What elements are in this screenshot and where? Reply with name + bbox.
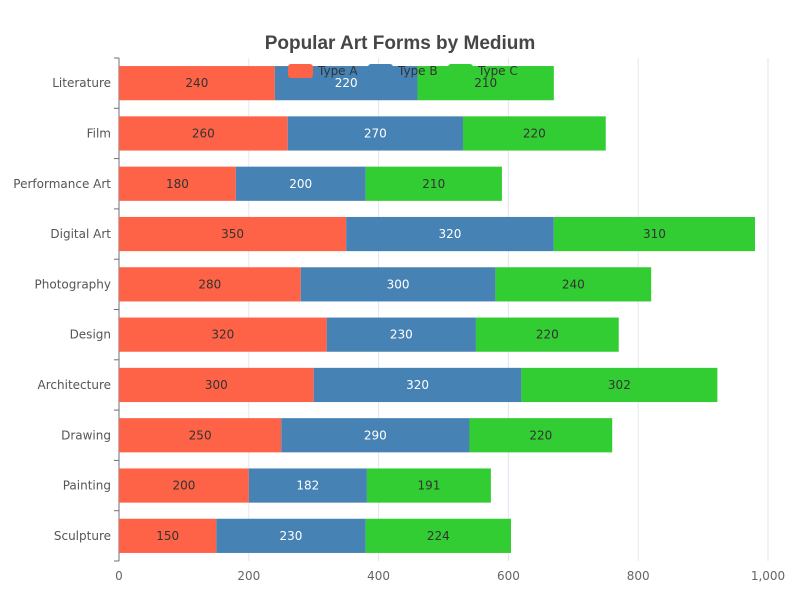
bar-value-label: 320 [211, 328, 234, 342]
bar-value-label: 210 [474, 76, 497, 90]
bar-value-label: 240 [185, 76, 208, 90]
bar-segment[interactable] [462, 116, 606, 151]
bar-value-label: 180 [166, 177, 189, 191]
x-tick-label: 0 [115, 569, 123, 583]
bar-value-label: 220 [536, 328, 559, 342]
bar-segment[interactable] [469, 418, 613, 453]
bar-segment[interactable] [495, 267, 652, 302]
bars [119, 66, 756, 553]
x-tick-label: 400 [367, 569, 390, 583]
legend-swatch [448, 64, 473, 78]
x-tick-label: 200 [237, 569, 260, 583]
bar-value-label: 320 [406, 378, 429, 392]
bar-segment[interactable] [553, 216, 756, 252]
chart-title: Popular Art Forms by Medium [265, 33, 536, 54]
bar-segment[interactable] [475, 317, 619, 352]
bar-value-label: 191 [417, 479, 440, 493]
bar-segment[interactable] [119, 66, 275, 101]
bar-segment[interactable] [119, 468, 249, 503]
bar-segment[interactable] [119, 166, 236, 201]
bar-segment[interactable] [119, 317, 327, 352]
bar-segment[interactable] [119, 216, 347, 252]
bar-segment[interactable] [216, 518, 366, 553]
bar-value-label: 250 [189, 428, 212, 442]
bar-segment[interactable] [326, 317, 476, 352]
bar-value-label: 310 [643, 227, 666, 241]
bar-value-label: 240 [562, 277, 585, 291]
bar-value-label: 290 [364, 428, 387, 442]
bar-value-label: 182 [296, 479, 319, 493]
bar-value-label: 230 [280, 529, 303, 543]
bar-segment[interactable] [235, 166, 366, 201]
category-label: Photography [35, 277, 111, 291]
legend-item[interactable]: Type C [448, 64, 518, 78]
bar-segment[interactable] [417, 66, 554, 101]
bar-segment[interactable] [346, 216, 554, 252]
bar-segment[interactable] [119, 518, 217, 553]
bar-value-label: 280 [198, 277, 221, 291]
bar-value-label: 200 [289, 177, 312, 191]
legend-item[interactable]: Type A [288, 64, 358, 78]
category-label: Sculpture [54, 529, 111, 543]
category-label: Architecture [38, 378, 111, 392]
bar-value-label: 320 [439, 227, 462, 241]
bar-segment[interactable] [287, 116, 463, 151]
category-label: Digital Art [50, 227, 111, 241]
bar-segment[interactable] [119, 116, 288, 151]
bar-segment[interactable] [300, 267, 496, 302]
bar-segment[interactable] [281, 418, 470, 453]
bar-value-label: 350 [221, 227, 244, 241]
bar-value-label: 300 [387, 277, 410, 291]
x-tick-label: 1,000 [751, 569, 785, 583]
bar-value-label: 300 [205, 378, 228, 392]
bar-value-label: 302 [608, 378, 631, 392]
bar-value-label: 200 [172, 479, 195, 493]
bar-value-label: 230 [390, 328, 413, 342]
category-label: Painting [63, 479, 111, 493]
legend-label: Type C [477, 64, 518, 78]
bar-value-label: 224 [427, 529, 450, 543]
legend-label: Type A [317, 64, 358, 78]
legend[interactable]: Type A Type B Type C [288, 64, 518, 78]
bar-value-label: 220 [335, 76, 358, 90]
bar-segment[interactable] [119, 267, 301, 302]
bar-segment[interactable] [119, 367, 314, 403]
category-label: Performance Art [13, 177, 111, 191]
bar-value-label: 270 [364, 126, 387, 140]
bar-segment[interactable] [365, 518, 511, 553]
bar-segment[interactable] [365, 166, 502, 201]
bar-value-label: 220 [529, 428, 552, 442]
bar-value-label: 210 [422, 177, 445, 191]
bar-segment[interactable] [366, 468, 491, 503]
data-labels: 240 220 210 260 270 220 180 200 210 350 320 310 280 3… [156, 76, 666, 543]
legend-label: Type B [397, 64, 438, 78]
bar-value-label: 150 [156, 529, 179, 543]
category-label: Film [87, 126, 111, 140]
x-tick-label: 800 [627, 569, 650, 583]
legend-item[interactable]: Type B [368, 64, 438, 78]
category-label: Drawing [61, 428, 111, 442]
bar-value-label: 220 [523, 126, 546, 140]
bar-value-label: 260 [192, 126, 215, 140]
legend-swatch [368, 64, 393, 78]
bar-segment[interactable] [521, 367, 718, 403]
category-label: Design [70, 328, 111, 342]
bar-segment[interactable] [248, 468, 367, 503]
category-label: Literature [52, 76, 111, 90]
x-tick-label: 600 [497, 569, 520, 583]
bar-segment[interactable] [119, 418, 282, 453]
bar-segment[interactable] [313, 367, 522, 403]
legend-swatch [288, 64, 313, 78]
